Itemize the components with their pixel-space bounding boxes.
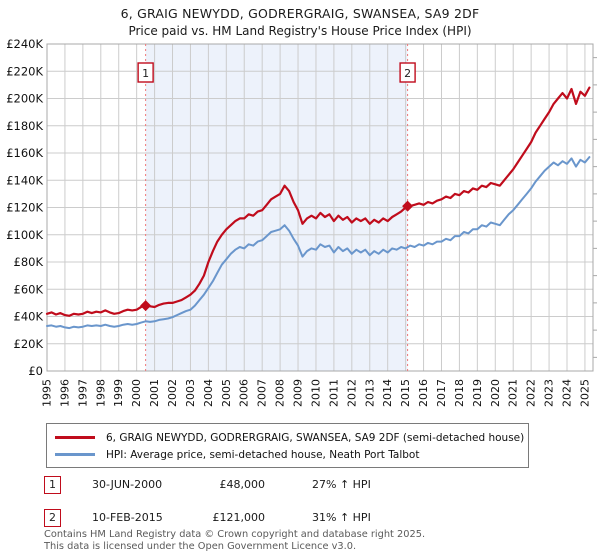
legend-item-hpi: HPI: Average price, semi-detached house,… <box>55 446 520 463</box>
x-axis-tick-label: 2006 <box>238 379 251 407</box>
property-price-line <box>45 86 591 317</box>
license-footer: Contains HM Land Registry data © Crown c… <box>44 529 425 553</box>
sale-marker-badge <box>137 62 154 83</box>
sale-row-2: 2 10-FEB-2015 £121,000 31% ↑ HPI <box>0 509 600 527</box>
x-axis-tick-label: 2015 <box>399 379 412 407</box>
y-axis-tick-label: £160K <box>6 146 43 160</box>
chart-title: 6, GRAIG NEWYDD, GODRERGRAIG, SWANSEA, S… <box>120 6 480 21</box>
x-axis-tick-label: 2025 <box>578 379 591 407</box>
x-axis-tick-label: 2000 <box>130 379 143 407</box>
x-axis-tick-label: 2001 <box>148 379 161 407</box>
y-axis-tick-label: £180K <box>6 119 43 133</box>
x-axis-tick-label: 2003 <box>184 379 197 407</box>
x-axis-tick-label: 1996 <box>58 379 71 407</box>
x-axis-tick-label: 1997 <box>76 379 89 407</box>
y-axis-tick-label: £60K <box>14 282 44 296</box>
x-axis-tick-label: 2021 <box>507 379 520 407</box>
y-axis-tick-label: £0 <box>28 364 43 378</box>
legend-label: 6, GRAIG NEWYDD, GODRERGRAIG, SWANSEA, S… <box>106 431 525 444</box>
x-axis-tick-label: 2013 <box>363 379 376 407</box>
hpi-line <box>46 156 591 330</box>
sale-1-marker-badge: 1 <box>44 476 61 494</box>
sale-2-hpi-delta: 31% ↑ HPI <box>312 511 371 524</box>
y-axis-tick-label: £40K <box>14 310 44 324</box>
x-axis-tick-label: 2010 <box>309 379 322 407</box>
sale-2-date: 10-FEB-2015 <box>92 511 163 524</box>
x-axis-tick-label: 2018 <box>453 379 466 407</box>
blue-line-swatch <box>55 453 95 456</box>
chart-legend: 6, GRAIG NEWYDD, GODRERGRAIG, SWANSEA, S… <box>46 423 529 468</box>
sale-2-price: £121,000 <box>212 511 266 524</box>
x-axis-tick-label: 2017 <box>435 379 448 407</box>
x-axis-tick-label: 2012 <box>345 379 358 407</box>
chart-subtitle: Price paid vs. HM Land Registry's House … <box>128 24 472 38</box>
x-axis-tick-label: 2014 <box>381 379 394 407</box>
x-axis-tick-label: 2016 <box>417 379 430 407</box>
x-axis-tick-label: 2004 <box>202 379 215 407</box>
plot-border <box>46 43 594 372</box>
legend-label: HPI: Average price, semi-detached house,… <box>106 448 420 461</box>
x-axis-tick-label: 2020 <box>489 379 502 407</box>
sale-1-hpi-delta: 27% ↑ HPI <box>312 478 371 491</box>
sale-point-diamond <box>402 200 414 212</box>
x-axis-tick-label: 2023 <box>543 379 556 407</box>
sale-marker-badge-label: 2 <box>404 67 411 80</box>
x-axis-tick-label: 2009 <box>292 379 305 407</box>
sale-1-price: £48,000 <box>219 478 266 491</box>
x-axis-tick-label: 1999 <box>112 379 125 407</box>
y-axis-tick-label: £220K <box>6 64 43 78</box>
x-axis-tick-label: 2019 <box>471 379 484 407</box>
y-axis-tick-label: £80K <box>14 255 44 269</box>
x-axis-tick-label: 2011 <box>327 379 340 407</box>
y-axis-tick-label: £240K <box>6 37 43 51</box>
footer-line-2: This data is licensed under the Open Gov… <box>44 540 357 552</box>
x-axis-tick-label: 2022 <box>525 379 538 407</box>
x-axis-tick-label: 2002 <box>166 379 179 407</box>
sale-row-1: 1 30-JUN-2000 £48,000 27% ↑ HPI <box>0 476 600 494</box>
y-axis-tick-label: £120K <box>6 201 43 215</box>
y-axis-tick-label: £20K <box>14 337 44 351</box>
sale-point-diamond <box>140 300 152 312</box>
price-chart: 1 2 £0 £20K £40K £60K £80K £100K £120K £140K £160K… <box>6 37 597 407</box>
red-line-swatch <box>55 436 95 439</box>
x-axis-tick-label: 2007 <box>256 379 269 407</box>
x-axis-tick-label: 2008 <box>274 379 287 407</box>
y-axis-tick-label: £140K <box>6 173 43 187</box>
legend-item-property: 6, GRAIG NEWYDD, GODRERGRAIG, SWANSEA, S… <box>55 429 524 446</box>
x-axis-tick-label: 2005 <box>220 379 233 407</box>
footer-line-1: Contains HM Land Registry data © Crown c… <box>44 529 426 540</box>
x-axis-tick-label: 1995 <box>41 379 54 407</box>
sale-2-marker-badge: 2 <box>44 509 61 527</box>
x-axis-tick-label: 2024 <box>561 379 574 407</box>
sale-marker-badge <box>399 62 416 83</box>
y-axis-tick-label: £100K <box>6 228 43 242</box>
sale-marker-badge-label: 1 <box>142 67 149 80</box>
y-axis-tick-label: £200K <box>6 92 43 106</box>
sale-1-date: 30-JUN-2000 <box>92 478 163 491</box>
x-axis-tick-label: 1998 <box>94 379 107 407</box>
